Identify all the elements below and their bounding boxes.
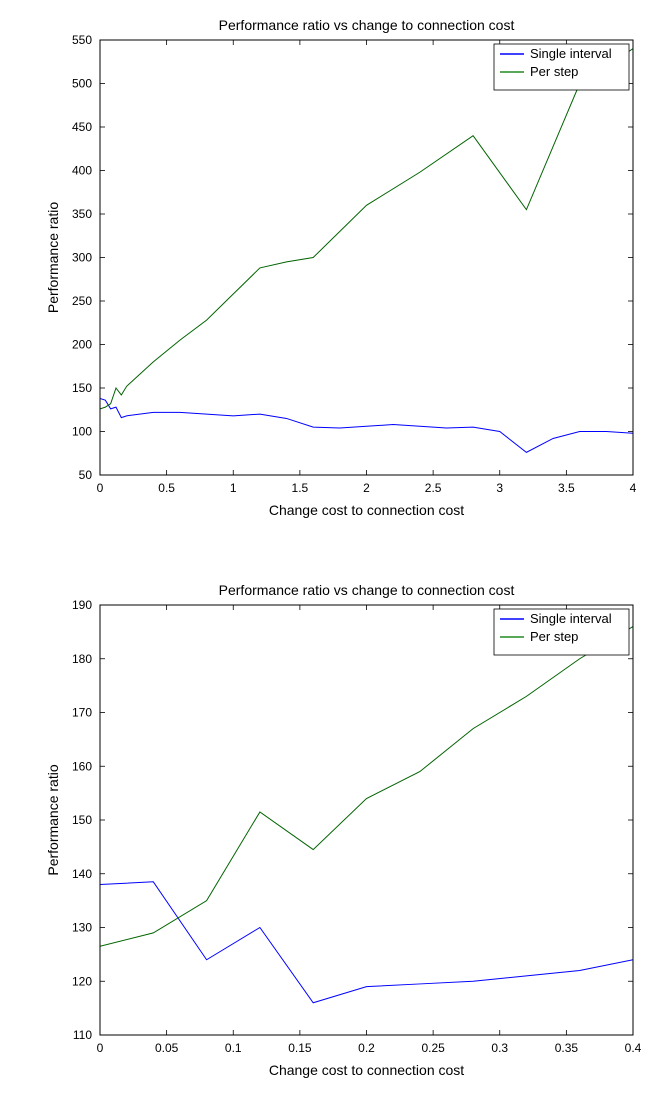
x-tick-label: 0.15 — [288, 1041, 312, 1055]
x-tick-label: 4 — [630, 481, 637, 495]
y-tick-label: 190 — [72, 598, 92, 612]
x-tick-label: 0.2 — [358, 1041, 375, 1055]
y-tick-label: 140 — [72, 867, 92, 881]
x-tick-label: 1.5 — [292, 481, 309, 495]
x-tick-label: 0.5 — [158, 481, 175, 495]
x-tick-label: 3 — [496, 481, 503, 495]
y-tick-label: 160 — [72, 759, 92, 773]
legend-label: Single interval — [530, 46, 612, 61]
y-tick-label: 500 — [72, 77, 92, 91]
y-tick-label: 130 — [72, 921, 92, 935]
legend-label: Per step — [530, 64, 578, 79]
y-tick-label: 300 — [72, 251, 92, 265]
y-tick-label: 180 — [72, 652, 92, 666]
x-tick-label: 2 — [363, 481, 370, 495]
plot-area — [100, 605, 633, 1035]
y-axis-label: Performance ratio — [45, 202, 61, 313]
x-tick-label: 0.35 — [555, 1041, 579, 1055]
x-tick-label: 0.25 — [421, 1041, 445, 1055]
y-tick-label: 170 — [72, 706, 92, 720]
y-tick-label: 450 — [72, 120, 92, 134]
y-tick-label: 120 — [72, 974, 92, 988]
y-tick-label: 100 — [72, 425, 92, 439]
y-tick-label: 400 — [72, 164, 92, 178]
x-tick-label: 0.3 — [491, 1041, 508, 1055]
page: 00.511.522.533.5450100150200250300350400… — [0, 0, 663, 1108]
x-tick-label: 2.5 — [425, 481, 442, 495]
y-tick-label: 350 — [72, 207, 92, 221]
x-tick-label: 0.1 — [225, 1041, 242, 1055]
y-tick-label: 200 — [72, 338, 92, 352]
y-tick-label: 50 — [79, 468, 93, 482]
plot-area — [100, 40, 633, 475]
y-tick-label: 150 — [72, 813, 92, 827]
chart-svg: 0 0.05 0.1 0.15 0.2 0.25 0.3 0.35 0.4 110 120 130 14… — [40, 575, 643, 1090]
y-tick-label: 250 — [72, 294, 92, 308]
x-tick-label: 0 — [97, 481, 104, 495]
x-tick-label: 1 — [230, 481, 237, 495]
x-axis-label: Change cost to connection cost — [269, 1062, 464, 1078]
chart-svg: 00.511.522.533.5450100150200250300350400… — [40, 10, 643, 530]
chart-title: Performance ratio vs change to connectio… — [219, 17, 515, 33]
x-tick-label: 0.05 — [155, 1041, 179, 1055]
x-axis-label: Change cost to connection cost — [269, 502, 464, 518]
chart-title: Performance ratio vs change to connectio… — [219, 582, 515, 598]
chart-bottom: 0 0.05 0.1 0.15 0.2 0.25 0.3 0.35 0.4 110 120 130 14… — [40, 575, 643, 1090]
y-tick-label: 110 — [73, 1028, 92, 1042]
legend-label: Per step — [530, 629, 578, 644]
y-tick-label: 550 — [72, 33, 92, 47]
y-tick-label: 150 — [72, 381, 92, 395]
chart-top: 00.511.522.533.5450100150200250300350400… — [40, 10, 643, 530]
legend-label: Single interval — [530, 611, 612, 626]
x-tick-label: 0.4 — [625, 1041, 642, 1055]
x-tick-label: 3.5 — [558, 481, 575, 495]
y-axis-label: Performance ratio — [45, 764, 61, 875]
x-tick-label: 0 — [97, 1041, 104, 1055]
